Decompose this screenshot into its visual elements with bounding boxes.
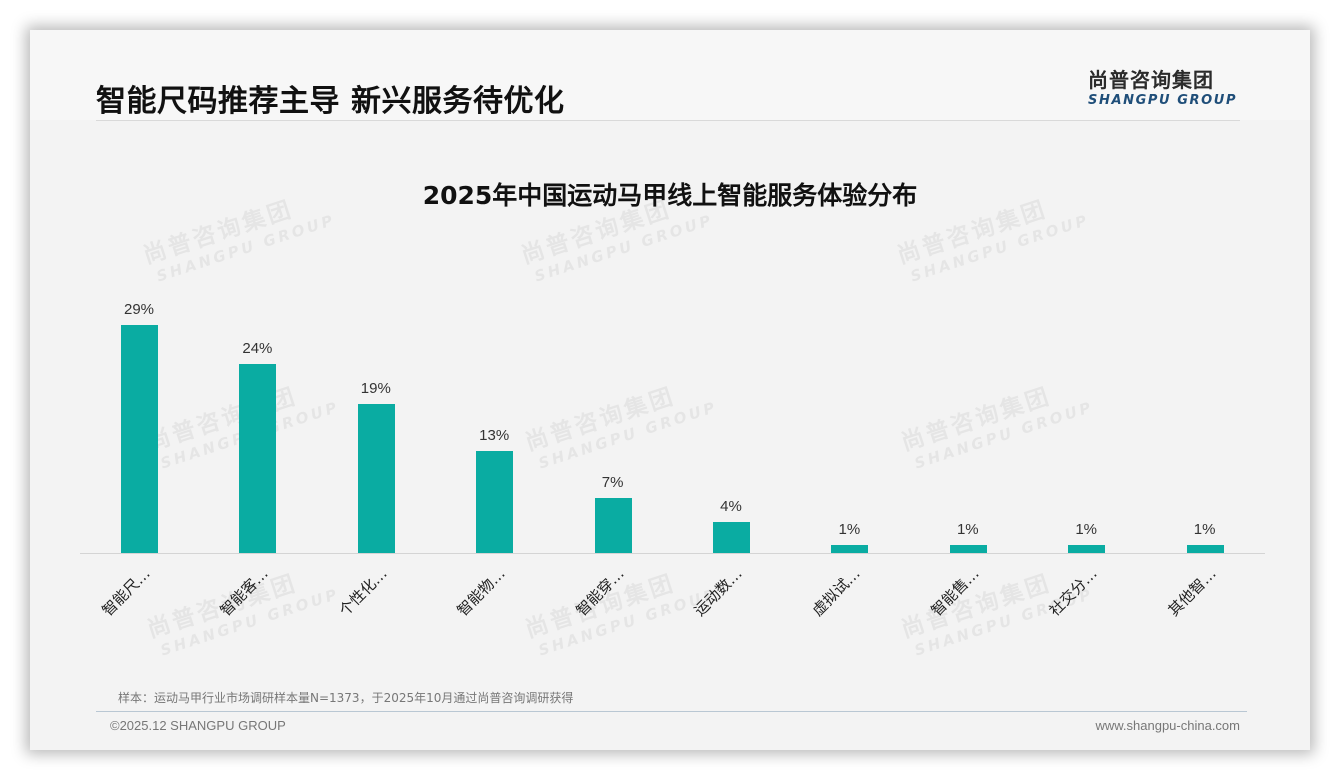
- chart-title: 2025年中国运动马甲线上智能服务体验分布: [422, 181, 918, 210]
- bar-group: 1%: [1146, 280, 1264, 553]
- x-axis-category-label: 其他智…: [1164, 564, 1220, 620]
- x-axis-category-label: 社交分…: [1045, 564, 1101, 620]
- company-logo: 尚普咨询集团 SHANGPU GROUP: [1088, 64, 1248, 108]
- logo-en-text: SHANGPU GROUP: [1088, 93, 1238, 108]
- sample-note: 样本：运动马甲行业市场调研样本量N=1373，于2025年10月通过尚普咨询调研…: [118, 691, 574, 705]
- slide: 尚普咨询集团 SHANGPU GROUP 尚普咨询集团 SHANGPU GROUP …: [30, 30, 1310, 750]
- bar-value-label: 1%: [956, 521, 979, 539]
- bar-value-label: 29%: [123, 301, 155, 319]
- bar-value-label: 13%: [479, 426, 510, 444]
- bar: [121, 325, 158, 553]
- x-axis-line: [80, 553, 1265, 554]
- x-axis-category-label: 智能物…: [453, 564, 509, 620]
- x-axis-category-label: 智能售…: [927, 564, 983, 620]
- bar: [1068, 545, 1106, 553]
- x-axis-category-label: 智能穿…: [572, 564, 628, 620]
- bar: [1186, 545, 1224, 553]
- bar: [357, 403, 395, 553]
- bar-value-label: 19%: [360, 379, 391, 397]
- bar-group: 29%: [80, 280, 198, 553]
- bar-group: 1%: [790, 280, 908, 553]
- bar: [949, 545, 987, 553]
- bar-value-label: 1%: [1075, 521, 1098, 539]
- bar-chart: 29% 24% 19% 13% 7% 4% 1% 1% 1% 1%: [80, 280, 1265, 570]
- bar-group: 7%: [554, 280, 672, 553]
- slide-header: [30, 30, 1310, 120]
- bar: [831, 545, 869, 553]
- footer-divider: [96, 711, 1247, 712]
- bar: [239, 364, 277, 553]
- bar-group: 24%: [198, 280, 316, 553]
- bar-group: 1%: [1027, 280, 1145, 553]
- x-axis-category-label: 个性化…: [335, 564, 391, 620]
- bar-value-label: 24%: [242, 340, 273, 358]
- logo-cn-text: 尚普咨询集团: [1088, 68, 1214, 92]
- x-axis-category-label: 虚拟试…: [808, 564, 865, 620]
- bar-value-label: 1%: [1193, 521, 1216, 539]
- bar-group: 4%: [672, 280, 790, 553]
- page-title: 智能尺码推荐主导 新兴服务待优化: [96, 84, 565, 119]
- bar-group: 1%: [909, 280, 1027, 553]
- bar-value-label: 4%: [720, 497, 742, 515]
- bar-value-label: 1%: [838, 521, 861, 539]
- bar: [713, 521, 750, 553]
- bar-value-label: 7%: [601, 473, 624, 491]
- bar: [594, 497, 632, 553]
- x-axis-category-label: 智能尺…: [98, 564, 154, 620]
- x-axis-category-label: 运动数…: [690, 564, 746, 620]
- bar: [476, 450, 514, 553]
- website-link[interactable]: www.shangpu-china.com: [1095, 718, 1240, 733]
- bar-group: 13%: [435, 280, 553, 553]
- bar-group: 19%: [317, 280, 435, 553]
- x-axis-category-label: 智能客…: [216, 564, 273, 620]
- header-divider: [96, 120, 1240, 121]
- copyright: ©2025.12 SHANGPU GROUP: [110, 718, 286, 733]
